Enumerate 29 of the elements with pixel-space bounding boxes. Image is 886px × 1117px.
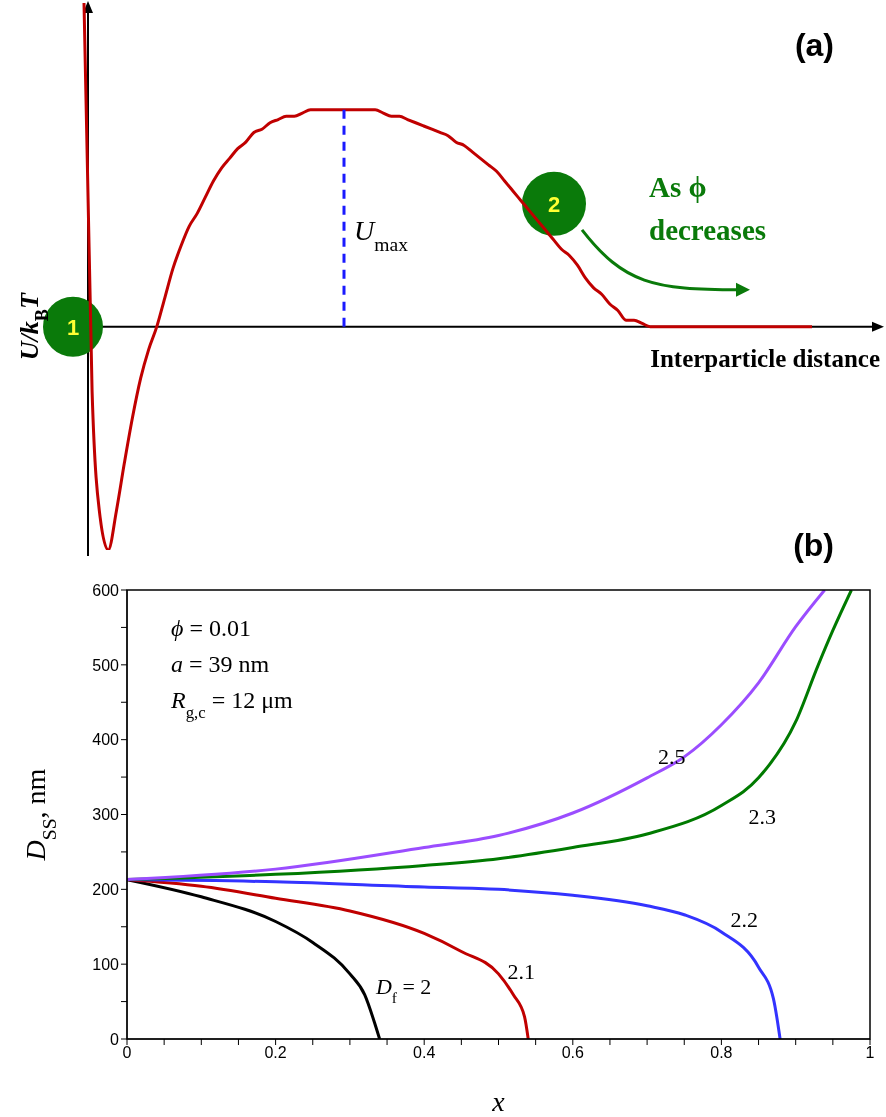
annotation: R$_{g,c}$ = 12 μm [170,687,294,722]
annotation: U$_{max}$ [354,214,409,255]
y-tick-label: 400 [92,731,120,749]
series-label: 2.5 [658,743,686,769]
text: (a) [794,27,834,63]
x-axis-title: x [491,1086,506,1117]
x-tick-label: 0.8 [710,1044,733,1062]
y-tick-label: 500 [92,656,120,674]
x-tick-label: 1 [865,1044,875,1062]
chart-title: (b) [793,527,834,563]
y-tick-label: 300 [92,806,120,824]
annotation: a = 39 nm [171,651,270,677]
annotation: ϕ = 0.01 [171,615,251,641]
x-tick-label: 0.6 [561,1044,585,1062]
series-label: D$_{f}$ = 2 [374,973,432,1006]
x-tick-label: 0.2 [264,1044,287,1062]
x-axis-title: Interparticle distance [650,344,880,372]
y-tick-label: 200 [92,881,120,899]
annotation: As ϕ decreases [649,169,768,248]
y-tick-label: 0 [110,1030,120,1048]
x-tick-label: 0.4 [413,1044,436,1062]
series-label: 2.3 [748,803,776,829]
x-tick-label: 0 [122,1044,132,1062]
series-label: 2.2 [730,906,758,932]
y-tick-label: 600 [92,581,120,599]
y-tick-label: 100 [92,955,120,973]
numbered-badge: 2 [522,171,586,236]
series-label: 2.1 [507,958,535,984]
annotation: 2 [547,191,561,217]
